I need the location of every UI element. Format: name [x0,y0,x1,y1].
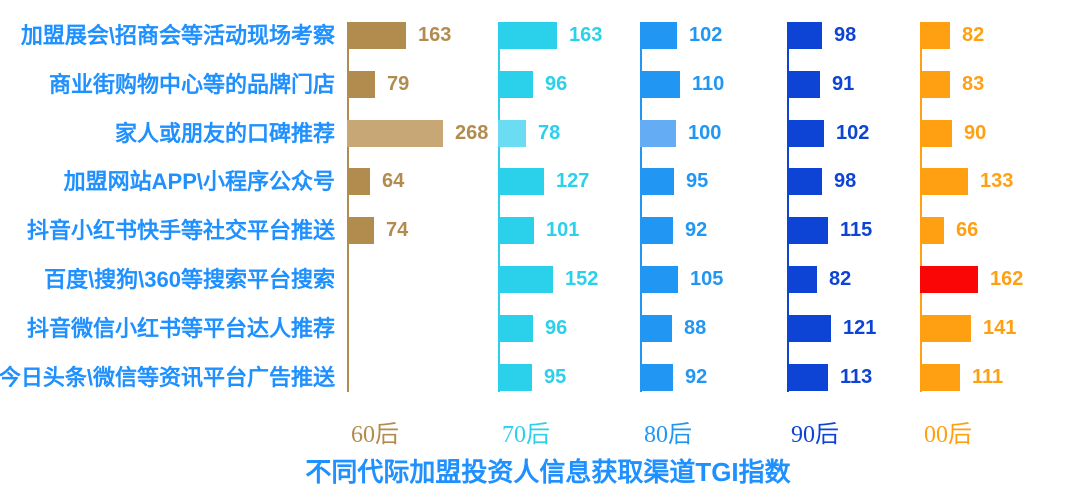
bar-value: 111 [972,365,1004,388]
bar-value: 163 [418,24,452,46]
bar-value: 105 [690,268,724,290]
bar-value: 121 [843,316,877,339]
bar [920,314,971,342]
axis-baseline-60后 [347,22,349,392]
bar [787,217,828,245]
bar [787,266,817,293]
bar [498,314,533,342]
bar-value: 64 [382,170,405,193]
bar [498,168,544,196]
bar [640,266,678,293]
bar [347,22,406,49]
axis-baseline-90后 [787,22,789,392]
bar-value: 74 [386,219,409,242]
row-label: 加盟网站APP\小程序公众号 [63,169,335,195]
bar-value: 162 [990,268,1024,290]
row-label: 百度\搜狗\360等搜索平台搜索 [44,267,335,292]
bar [920,266,978,293]
bar-value: 82 [962,24,985,46]
bar-value: 268 [455,121,489,144]
row-label: 加盟展会\招商会等活动现场考察 [20,23,335,48]
bar [640,168,674,196]
bar-value: 127 [556,170,590,193]
bar-value: 98 [834,170,857,193]
bar [787,119,824,147]
series-label-70后: 70后 [502,422,550,448]
bar [347,70,375,98]
bar-value: 102 [689,24,723,46]
bar [640,314,672,342]
bar-value: 101 [546,219,580,242]
bar [920,22,950,49]
bar-value: 133 [980,170,1014,193]
series-label-80后: 80后 [644,422,692,448]
bar-value: 115 [840,219,873,242]
row-label: 抖音小红书快手等社交平台推送 [26,218,335,244]
bar [920,119,952,147]
bar [640,363,673,391]
series-label-90后: 90后 [791,422,839,448]
row-label: 抖音微信小红书等平台达人推荐 [26,315,335,341]
bar [498,70,533,98]
bar [498,22,557,49]
bar-value: 113 [840,365,873,388]
bar [498,217,534,245]
row-label: 今日头条\微信等资讯平台广告推送 [0,364,335,390]
bar [498,119,526,147]
bar [347,168,370,196]
bar-value: 110 [692,72,725,95]
bar [787,314,831,342]
bar [498,266,553,293]
bar [787,363,828,391]
axis-baseline-70后 [498,22,500,392]
bar-value: 92 [685,365,708,388]
bar-value: 152 [565,268,599,290]
bar-value: 66 [956,219,979,242]
bar-value: 79 [387,72,410,95]
bar-value: 91 [832,72,855,95]
bar-value: 83 [962,72,985,95]
bar [640,217,673,245]
bar-value: 102 [836,121,870,144]
bar [498,363,532,391]
bar [640,70,680,98]
bar-value: 88 [684,316,707,339]
bar-value: 95 [686,170,709,193]
bar-value: 92 [685,219,708,242]
bar-value: 100 [688,121,722,144]
bar [787,168,822,196]
bar-value: 95 [544,365,567,388]
chart-title: 不同代际加盟投资人信息获取渠道TGI指数 [305,457,791,487]
bar-value: 98 [834,24,857,46]
bar [920,217,944,245]
series-label-60后: 60后 [351,422,399,448]
bar-value: 96 [545,316,568,339]
bar-value: 90 [964,121,987,144]
bar [787,22,822,49]
bar [347,217,374,245]
row-label: 商业街购物中心等的品牌门店 [48,71,335,97]
bar [920,70,950,98]
axis-baseline-00后 [920,22,922,392]
series-label-00后: 00后 [924,422,972,448]
axis-baseline-80后 [640,22,642,392]
row-label: 家人或朋友的口碑推荐 [114,120,335,146]
bar [920,363,960,391]
bar-value: 163 [569,24,603,46]
bar-value: 78 [538,121,561,144]
bar [920,168,968,196]
bar-value: 82 [829,268,852,290]
bar [640,119,676,147]
bar-value: 141 [983,316,1017,339]
bar [640,22,677,49]
bar [347,119,443,147]
bar-value: 96 [545,72,568,95]
bar [787,70,820,98]
